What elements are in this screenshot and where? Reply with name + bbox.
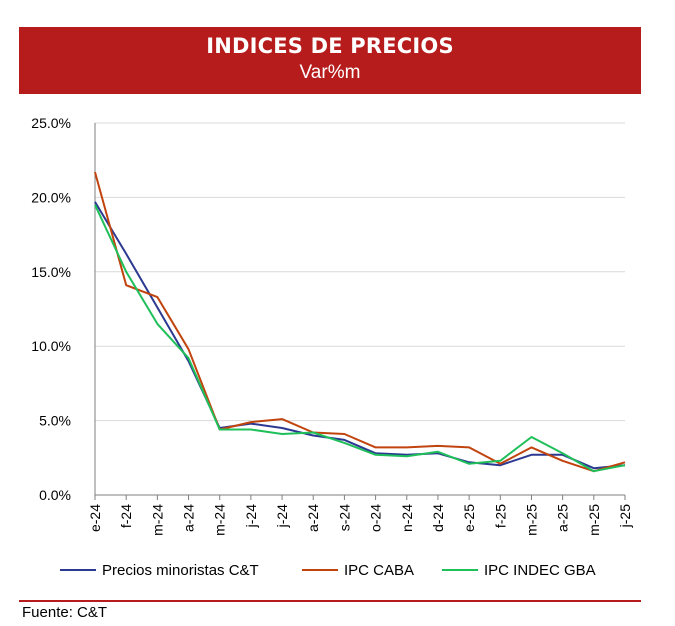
series-line-1 [94, 201, 626, 470]
legend-label-3: IPC INDEC GBA [484, 562, 596, 579]
legend-label-1: Precios minoristas C&T [102, 562, 259, 579]
x-tick-label: f-25 [492, 504, 508, 528]
x-tick-label: e-25 [461, 504, 477, 532]
x-tick-label: j-24 [243, 504, 259, 529]
x-tick-label: j-25 [617, 504, 633, 529]
x-tick-label: s-24 [336, 504, 352, 531]
legend-label-2: IPC CABA [344, 562, 414, 579]
chart-subtitle: Var%m [299, 62, 361, 83]
x-tick-label: m-25 [586, 504, 602, 536]
x-tick-label: e-24 [87, 504, 103, 532]
series-line-2 [94, 171, 626, 473]
x-tick-label: m-24 [149, 504, 165, 536]
chart-title: INDICES DE PRECIOS [206, 34, 454, 58]
line-chart: 0.0% 5.0% 10.0% 15.0% 20.0% 25.0% e-24 f-24 m-24… [31, 115, 633, 579]
y-tick-label: 20.0% [31, 189, 71, 205]
x-tick-label: j-24 [274, 504, 290, 529]
x-tick-label: a-24 [305, 504, 321, 532]
x-tick-label: d-24 [430, 504, 446, 532]
y-tick-label: 15.0% [31, 264, 71, 280]
chart-header: INDICES DE PRECIOS Var%m [19, 27, 641, 94]
source-note: Fuente: C&T [22, 604, 108, 621]
y-tick-label: 0.0% [39, 487, 71, 503]
x-tick-label: n-24 [399, 504, 415, 532]
x-tick-label: a-25 [555, 504, 571, 532]
y-tick-label: 10.0% [31, 338, 71, 354]
y-tick-label: 5.0% [39, 413, 71, 429]
x-tick-label: o-24 [368, 504, 384, 532]
y-tick-label: 25.0% [31, 115, 71, 131]
footer-divider [19, 600, 641, 602]
x-tick-label: a-24 [181, 504, 197, 532]
x-tick-label: m-25 [523, 504, 539, 536]
series-line-3 [94, 204, 626, 473]
x-tick-label: m-24 [212, 504, 228, 536]
x-tick-label: f-24 [118, 504, 134, 528]
